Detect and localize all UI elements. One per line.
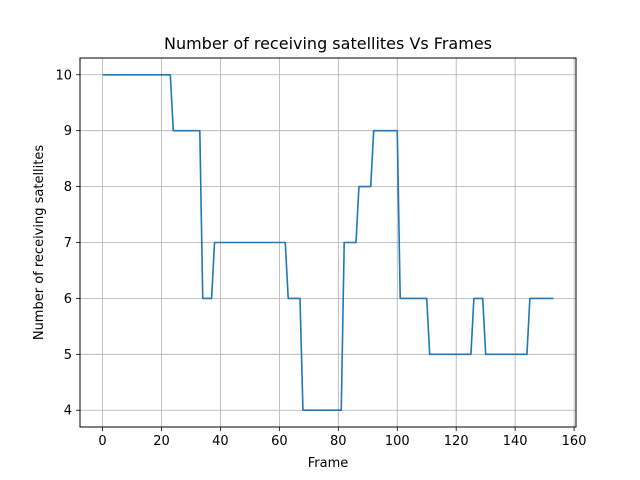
- x-tick-label: 60: [271, 434, 288, 449]
- x-tick-label: 120: [444, 434, 469, 449]
- y-tick-label: 6: [64, 292, 72, 307]
- x-tick-label: 140: [503, 434, 528, 449]
- axis-ticks: 0 20 40 60 80 100 120 140 160 4 5 6 7 8 9 10: [55, 68, 586, 449]
- chart-title: Number of receiving satellites Vs Frames: [164, 34, 492, 53]
- x-tick-label: 20: [153, 434, 170, 449]
- x-tick-label: 40: [212, 434, 229, 449]
- plot-frame: [79, 57, 577, 428]
- x-tick-label: 80: [330, 434, 347, 449]
- y-tick-label: 4: [64, 404, 72, 419]
- x-tick-label: 100: [385, 434, 410, 449]
- y-tick-label: 5: [64, 348, 72, 363]
- y-tick-label: 8: [64, 180, 72, 195]
- y-axis-title: Number of receiving satellites: [32, 145, 47, 341]
- x-tick-label: 160: [562, 434, 587, 449]
- y-tick-label: 7: [64, 236, 72, 251]
- grid-lines: [80, 58, 576, 427]
- x-tick-label: 0: [98, 434, 106, 449]
- y-tick-label: 10: [55, 68, 72, 83]
- x-axis-title: Frame: [308, 456, 349, 471]
- series-group: [102, 73, 554, 412]
- series-line: [102, 73, 554, 412]
- y-tick-label: 9: [64, 124, 72, 139]
